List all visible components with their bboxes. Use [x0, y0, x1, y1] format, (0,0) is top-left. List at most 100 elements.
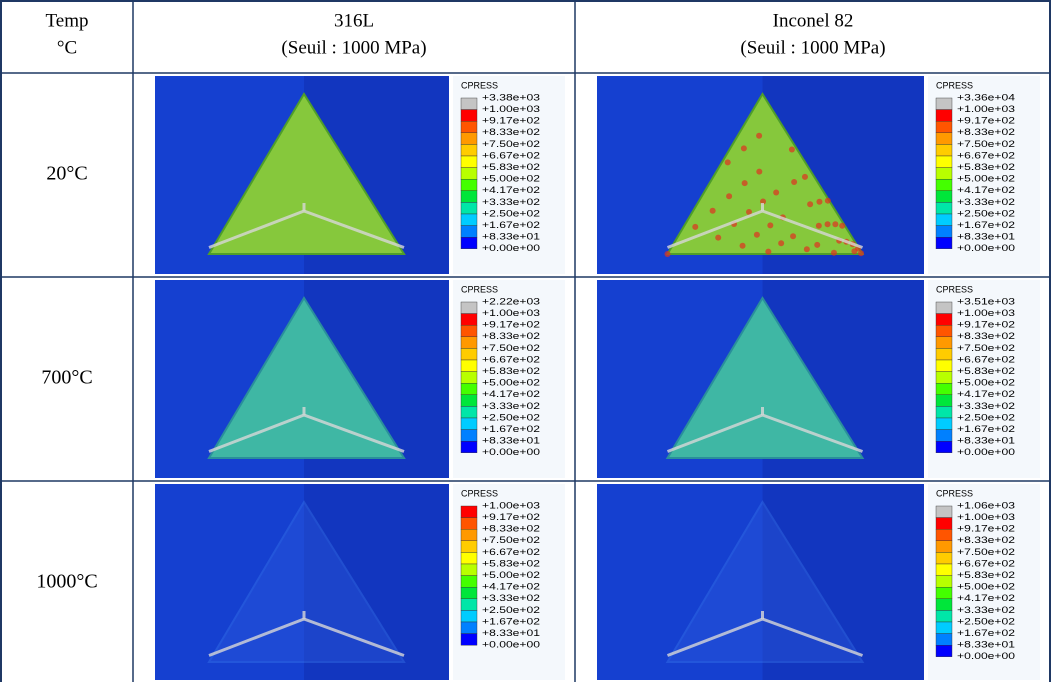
legend-label: +8.33e+02	[957, 331, 1015, 341]
legend-title: CPRESS	[461, 488, 498, 498]
legend-label: +3.36e+04	[957, 92, 1015, 102]
legend-band	[460, 552, 478, 565]
contact-pressure-map	[207, 500, 406, 663]
header-temp: Temp	[46, 10, 89, 31]
legend-label: +7.50e+02	[957, 139, 1015, 149]
legend-band	[460, 371, 478, 384]
legend-label: +3.33e+02	[482, 197, 540, 207]
contact-pressure-map	[207, 296, 406, 459]
legend-band	[935, 621, 953, 634]
legend-label: +9.17e+02	[482, 512, 540, 522]
legend-band	[935, 225, 953, 238]
legend-band	[460, 348, 478, 361]
legend-label: +4.17e+02	[482, 185, 540, 195]
legend-title: CPRESS	[936, 80, 973, 90]
legend-band	[460, 109, 478, 122]
header-threshold: (Seuil : 1000 MPa)	[740, 37, 885, 58]
contact-pressure-map	[665, 500, 865, 663]
edge-line	[761, 413, 864, 453]
row-temperature: 1000°C	[36, 571, 97, 593]
legend-band	[460, 406, 478, 419]
legend-band	[935, 406, 953, 419]
legend-label: +2.50e+02	[482, 412, 540, 422]
row-temperature: 700°C	[41, 367, 92, 389]
legend-label: +6.67e+02	[957, 354, 1015, 364]
header-temp-unit: °C	[57, 37, 77, 58]
legend-label: +5.00e+02	[957, 378, 1015, 388]
edge-line	[666, 209, 764, 249]
legend-band	[935, 587, 953, 600]
hot-spot	[830, 249, 837, 256]
legend-band	[460, 529, 478, 542]
hot-spot	[801, 173, 808, 180]
legend-band	[460, 313, 478, 326]
hot-spot	[746, 208, 753, 215]
hot-spot	[832, 221, 839, 228]
legend-band	[935, 429, 953, 442]
legend-label: +0.00e+00	[957, 243, 1015, 253]
contact-pressure-map	[665, 92, 865, 255]
legend-label: +7.50e+02	[482, 343, 540, 353]
edge-line	[208, 209, 305, 249]
edge-line	[666, 413, 764, 453]
legend-band	[460, 178, 478, 191]
legend-band	[460, 120, 478, 133]
legend-band	[935, 348, 953, 361]
legend-label: +1.06e+03	[957, 500, 1015, 510]
edge-line	[666, 617, 764, 657]
legend-band	[935, 236, 953, 249]
hot-spot	[756, 168, 763, 175]
hot-spot	[857, 250, 864, 257]
edge-line	[208, 413, 305, 453]
hot-spot	[765, 248, 772, 255]
legend-band	[935, 505, 953, 518]
legend-band	[935, 313, 953, 326]
legend-band	[935, 336, 953, 349]
legend-label: +0.00e+00	[482, 640, 540, 650]
legend-band	[935, 120, 953, 133]
edge-line	[761, 617, 864, 657]
legend-label: +3.51e+03	[957, 296, 1015, 306]
legend-title: CPRESS	[461, 284, 498, 294]
legend-label: +1.00e+03	[957, 308, 1015, 318]
legend-band	[460, 336, 478, 349]
hot-spot	[816, 198, 823, 205]
legend-label: +1.00e+03	[482, 500, 540, 510]
legend-band	[935, 359, 953, 372]
legend-label: +9.17e+02	[957, 320, 1015, 330]
legend-band	[935, 190, 953, 203]
legend-label: +8.33e+02	[482, 524, 540, 534]
legend-label: +7.50e+02	[482, 139, 540, 149]
hot-spot	[709, 207, 716, 214]
legend-label: +4.17e+02	[482, 389, 540, 399]
header-threshold: (Seuil : 1000 MPa)	[281, 37, 426, 58]
legend-band	[935, 563, 953, 576]
hot-spot	[778, 240, 785, 247]
legend-label: +8.33e+01	[482, 232, 540, 242]
legend-band	[460, 325, 478, 338]
legend-label: +0.00e+00	[957, 447, 1015, 457]
legend-band	[460, 610, 478, 623]
legend-label: +1.00e+03	[482, 308, 540, 318]
hot-spot	[741, 180, 748, 187]
legend-label: +7.50e+02	[482, 535, 540, 545]
legend-label: +2.50e+02	[482, 208, 540, 218]
legend-band	[460, 359, 478, 372]
hot-spot	[803, 246, 810, 253]
legend-label: +9.17e+02	[482, 116, 540, 126]
legend-label: +9.17e+02	[957, 116, 1015, 126]
hot-spot	[773, 189, 780, 196]
legend-label: +4.17e+02	[957, 185, 1015, 195]
legend-label: +2.50e+02	[957, 208, 1015, 218]
hot-spot	[715, 234, 722, 241]
legend-label: +2.22e+03	[482, 296, 540, 306]
legend-label: +5.83e+02	[482, 366, 540, 376]
hot-spot	[807, 201, 814, 208]
legend-band	[460, 417, 478, 430]
legend-label: +5.00e+02	[957, 174, 1015, 184]
legend-band	[935, 202, 953, 215]
legend-label: +1.67e+02	[482, 220, 540, 230]
hot-spot	[839, 222, 846, 229]
legend-band	[460, 621, 478, 634]
legend-band	[460, 97, 478, 110]
